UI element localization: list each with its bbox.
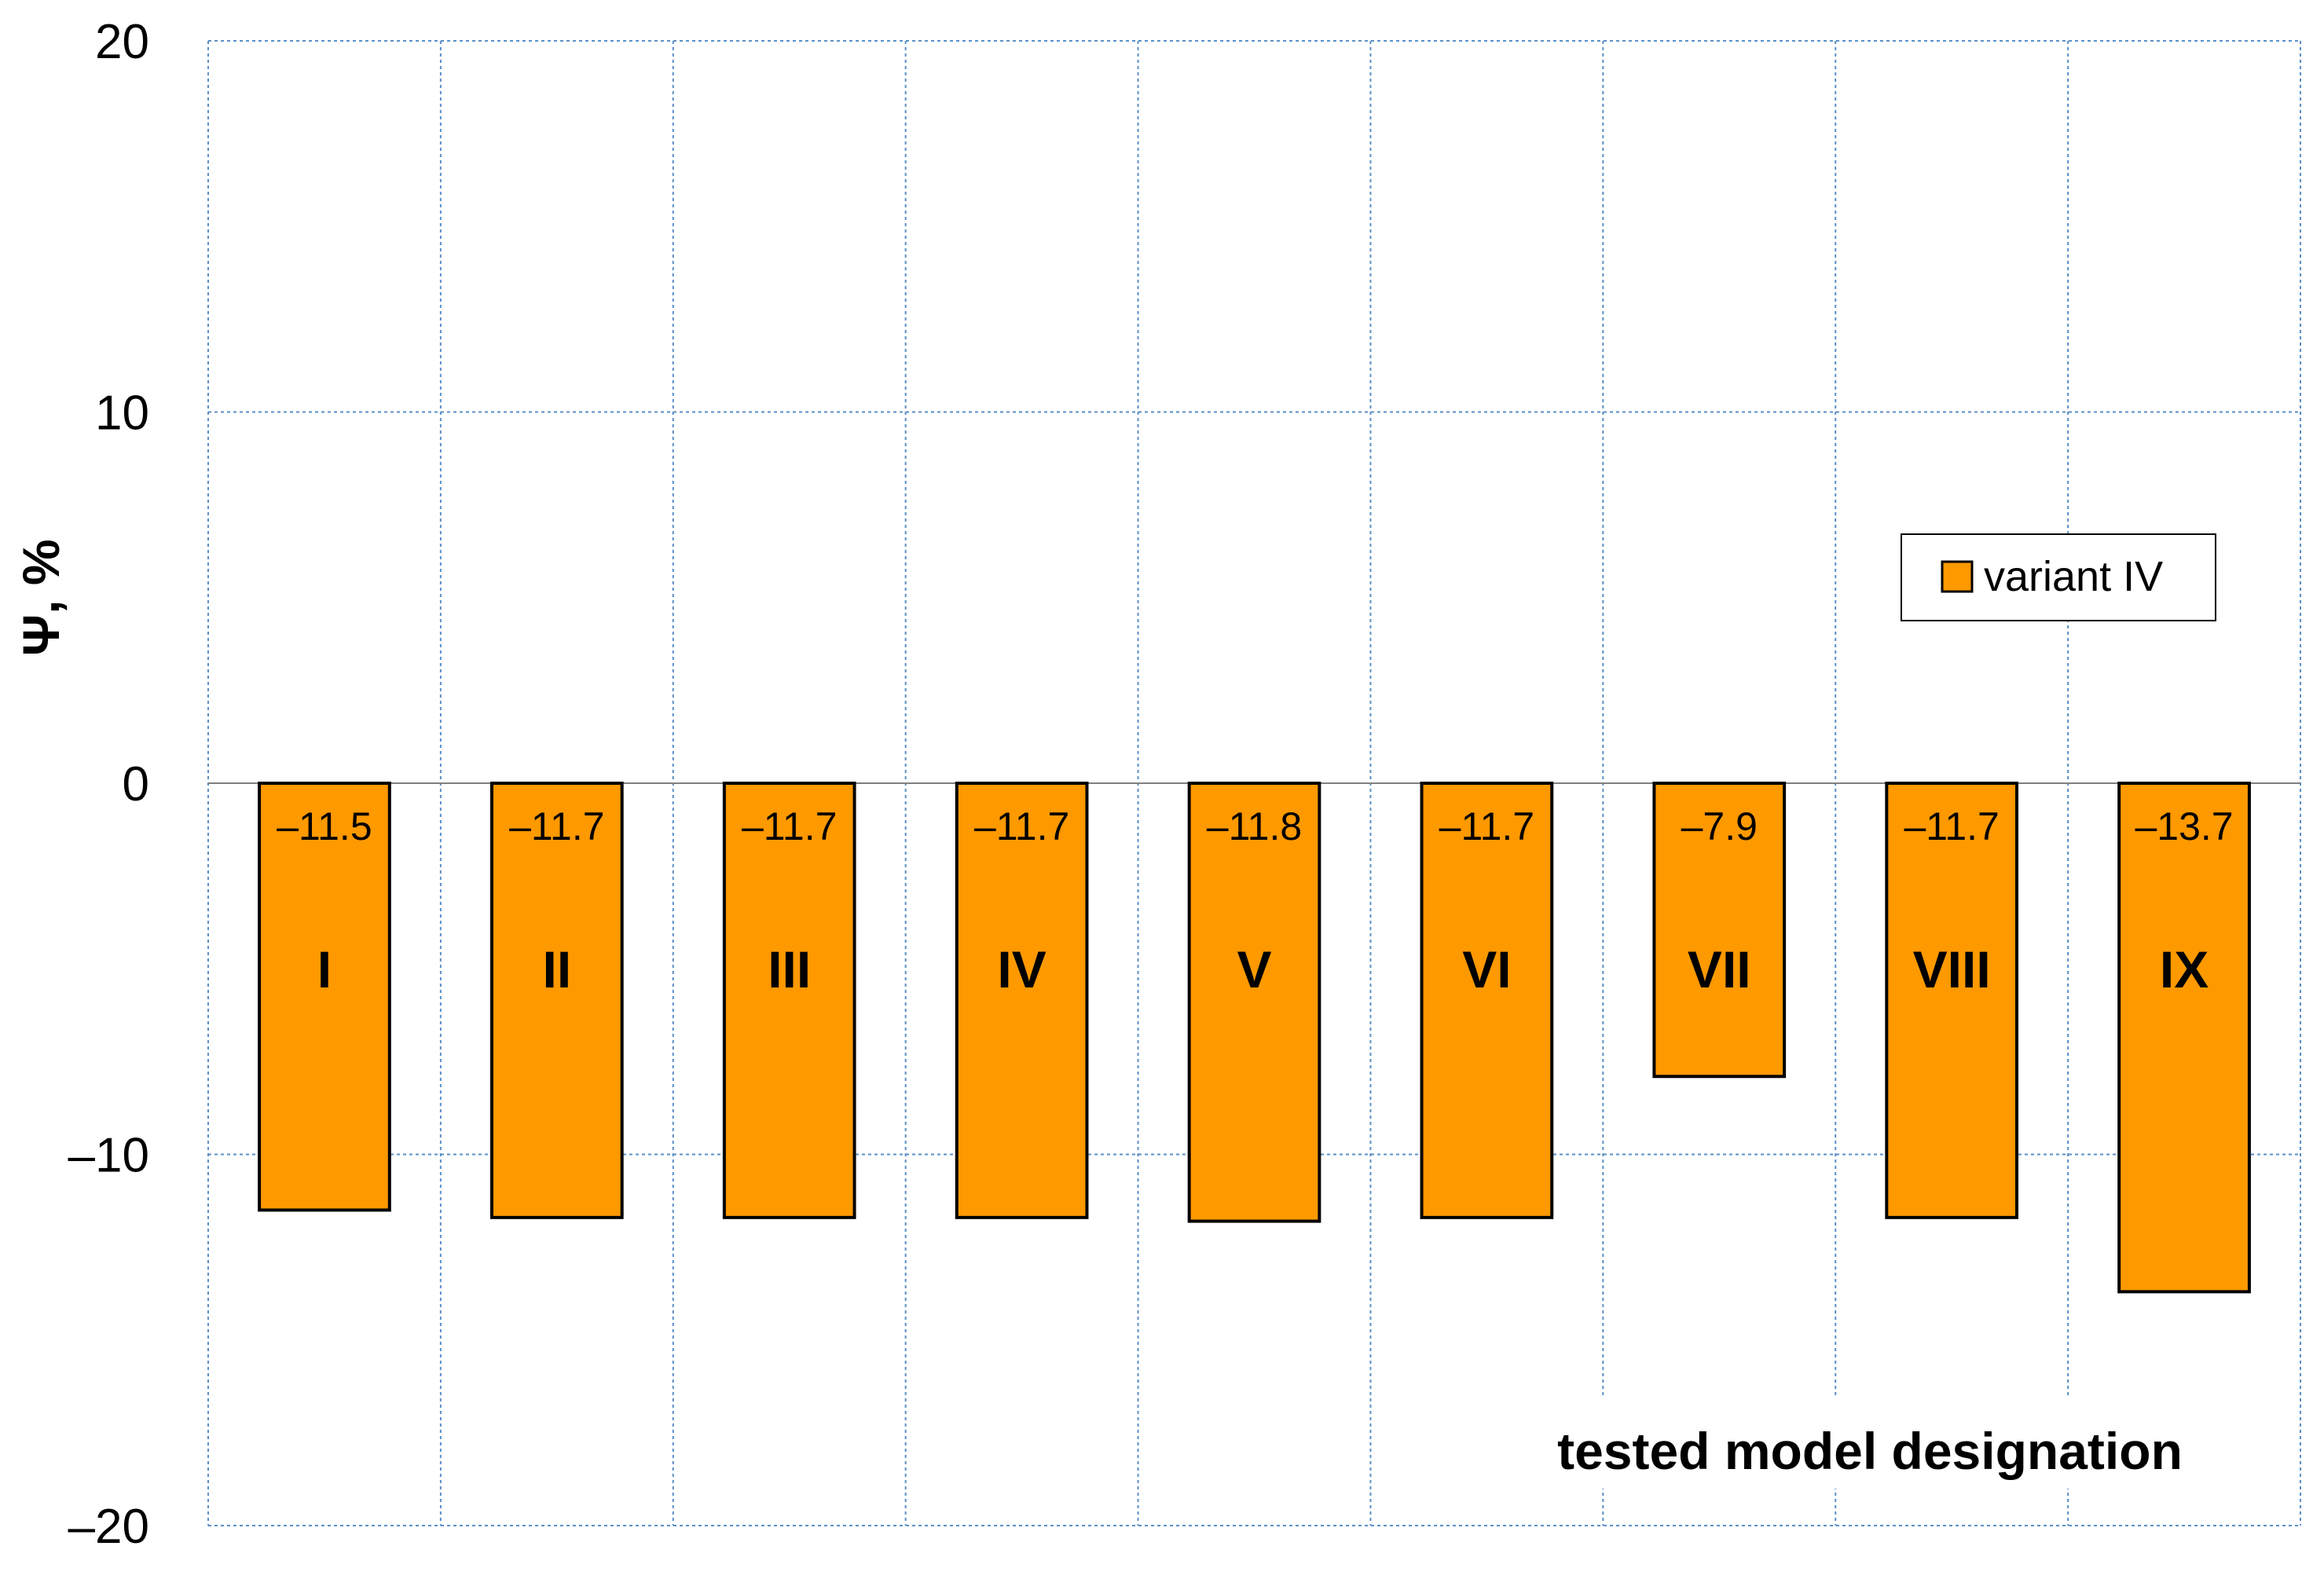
y-tick-label: 10 — [95, 387, 149, 441]
bar-category-label: III — [768, 940, 811, 998]
bar-value-label: –11.7 — [1439, 804, 1534, 848]
bar-value-label: –7.9 — [1681, 804, 1758, 848]
bar — [722, 782, 856, 1219]
bar-category-label: IV — [997, 940, 1046, 998]
bar-category-label: IX — [2160, 940, 2209, 998]
bar-category-label: V — [1237, 940, 1271, 998]
bar-value-label: –11.5 — [277, 804, 372, 848]
x-axis-label-background — [1493, 1398, 2278, 1489]
bar-category-label: I — [317, 940, 332, 998]
y-axis-label: Ψ, % — [12, 539, 70, 656]
bar — [1885, 782, 2019, 1219]
bar — [1187, 782, 1321, 1223]
y-tick-label: 20 — [95, 15, 149, 69]
bar — [1420, 782, 1554, 1219]
legend-label: variant IV — [1984, 553, 2163, 600]
bar — [258, 782, 391, 1212]
bar-series: –11.5 I –11.7 II –11.7 III –11.7 IV –11.8 V –11.7 V… — [258, 782, 2251, 1294]
bar-category-label: VII — [1688, 940, 1751, 998]
x-axis-label: tested model designation — [1557, 1422, 2183, 1480]
bar — [1652, 782, 1787, 1079]
bar-value-label: –11.7 — [742, 804, 837, 848]
bar-category-label: II — [542, 940, 571, 998]
bar — [489, 782, 624, 1219]
bar — [2117, 782, 2251, 1294]
y-tick-label: 0 — [123, 757, 149, 811]
x-axis-label-box: tested model designation — [1493, 1398, 2278, 1489]
legend: variant IV — [1901, 533, 2216, 621]
bar-value-label: –11.7 — [974, 804, 1069, 848]
y-axis-ticks: 20 10 0 –10 –20 — [68, 15, 149, 1554]
bar-value-label: –11.8 — [1207, 804, 1302, 848]
bar-category-label: VIII — [1913, 940, 1991, 998]
legend-swatch — [1941, 560, 1974, 593]
bar-value-label: –11.7 — [509, 804, 604, 848]
bar — [955, 782, 1089, 1219]
y-tick-label: –10 — [68, 1129, 149, 1183]
bar-category-label: VI — [1462, 940, 1511, 998]
y-tick-label: –20 — [68, 1500, 149, 1554]
bar-value-label: –13.7 — [2135, 804, 2233, 848]
bar-value-label: –11.7 — [1904, 804, 1999, 848]
